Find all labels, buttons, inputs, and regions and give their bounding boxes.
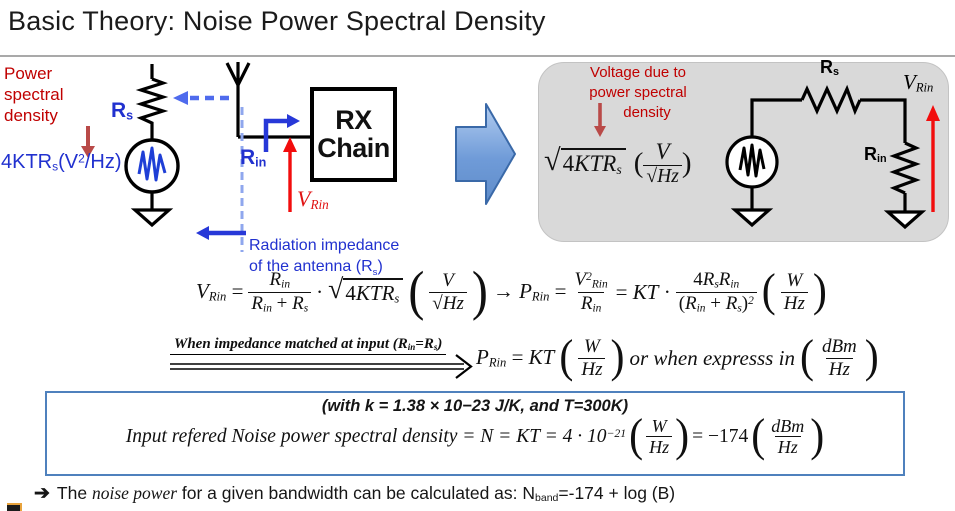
resistor-rs-icon (135, 77, 169, 140)
rs-label: Rs (820, 57, 840, 79)
ground-icon (130, 208, 174, 228)
title-divider (0, 55, 955, 57)
page-title: Basic Theory: Noise Power Spectral Densi… (8, 6, 546, 36)
source-circuit (124, 64, 180, 228)
noise-source-icon (124, 138, 180, 194)
rin-label: Rin (864, 144, 887, 166)
panel-equation: √ 4KTRs ( V √Hz ) (544, 139, 692, 188)
v-per-sqrt-hz: V √Hz (643, 139, 682, 188)
constants-note: (with k = 1.38 × 10−23 J/K, and T=300K) (321, 397, 629, 415)
takeaway-line: ➔ The noise power for a given bandwidth … (34, 482, 675, 505)
sqrt-expression: √ 4KTRs (328, 274, 404, 307)
rin-arrow-icon (263, 114, 300, 152)
radiation-impedance-note: Radiation impedance of the antenna (Rs) (249, 237, 400, 278)
power-fraction: V2Rin Rin (574, 269, 608, 314)
antenna-icon (225, 62, 311, 139)
w-per-hz: W Hz (646, 416, 673, 457)
rx-chain-label: Chain (317, 132, 390, 163)
w-per-hz: W Hz (578, 336, 606, 380)
takeaway-text: The noise power for a given bandwidth ca… (56, 483, 676, 505)
matching-condition: When impedance matched at input (Rin=Rs) (170, 336, 447, 355)
voltage-divider-fraction: Rin Rin + Rs (248, 269, 312, 314)
vrin-arrow-icon (283, 137, 297, 212)
panel-caption: Voltage due to power spectral density (589, 64, 687, 121)
rx-chain-box: RX Chain (310, 87, 397, 182)
noise-waveform-icon (137, 146, 167, 182)
block-arrow-icon (455, 103, 516, 205)
rin-label: Rin (240, 146, 267, 170)
dashed-pointer-arrow (173, 91, 229, 105)
dbm-per-hz: dBm Hz (771, 416, 805, 458)
psd-caption: Power spectral density (4, 64, 64, 125)
arrow-bullet-icon: ➔ (34, 483, 50, 504)
noise-psd-note-box: (with k = 1.38 × 10−23 J/K, and T=300K) … (45, 391, 905, 476)
vrin-label: VRin (297, 186, 329, 212)
matching-fraction: 4RsRin (Rin + Rs)2 (675, 269, 757, 314)
rx-chain-label: RX (335, 104, 372, 135)
dbm-per-hz: dBm Hz (821, 336, 857, 380)
main-equation: VRin = Rin Rin + Rs · √ 4KTRs ( V √Hz ) … (196, 260, 827, 322)
radiation-pointer-arrow (196, 226, 246, 240)
sqrt-expression: √ 4KTRs (544, 145, 626, 178)
matched-result: PRin = KT ( W Hz ) or when expresss in (… (476, 331, 879, 383)
w-per-hz: W Hz (780, 270, 808, 314)
vrin-label: VRin (903, 70, 934, 95)
v-per-sqrt-hz: V √Hz (429, 270, 467, 314)
psd-formula: 4KTRs(V2/Hz) (1, 151, 122, 174)
page-corner-artifact (7, 503, 22, 511)
input-referred-equation: Input refered Noise power spectral densi… (125, 409, 825, 462)
rs-label: Rs (111, 99, 134, 123)
implies-arrow-icon (170, 354, 473, 379)
